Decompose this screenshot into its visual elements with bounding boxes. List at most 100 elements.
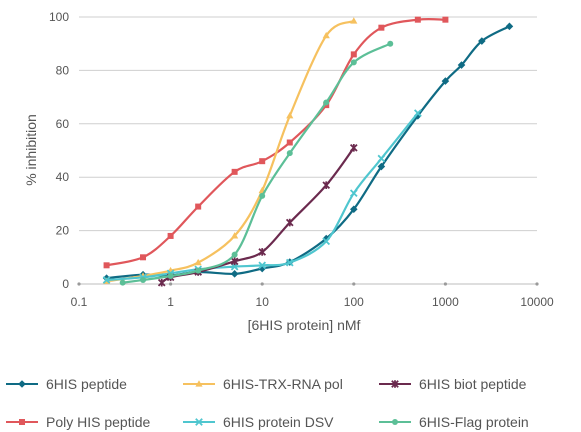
legend-item: 6HIS protein DSV [181, 412, 334, 432]
x-axis-title: [6HIS protein] nMf [248, 317, 361, 333]
legend-marker [195, 380, 203, 387]
x-tick-label: 0.1 [71, 295, 88, 309]
x-tick-mark [169, 282, 173, 286]
data-point [230, 257, 239, 266]
legend-label: 6HIS biot peptide [419, 376, 527, 392]
x-tick-label: 100 [344, 295, 364, 309]
y-tick-label: 0 [62, 277, 69, 291]
x-tick-label: 10 [256, 295, 270, 309]
data-point [103, 262, 110, 269]
data-point [349, 189, 358, 198]
data-point [322, 181, 331, 190]
data-point [258, 264, 266, 273]
data-point [195, 267, 202, 274]
legend-swatch [379, 419, 411, 425]
data-point [377, 162, 386, 171]
y-axis-ticks: 0 20 40 60 80 100 [49, 10, 69, 291]
data-point [350, 205, 358, 214]
data-point [322, 31, 330, 39]
legend-swatch [183, 380, 215, 387]
legend-marker [19, 419, 25, 425]
legend-marker [391, 380, 399, 388]
data-point [322, 237, 331, 246]
legend-item: 6HIS-TRX-RNA pol [181, 374, 343, 394]
data-point [231, 251, 238, 258]
legend-label: 6HIS peptide [46, 376, 127, 392]
data-point [441, 77, 450, 85]
data-point [119, 279, 126, 286]
series-5 [119, 40, 394, 286]
data-point [322, 234, 331, 243]
data-point [140, 254, 147, 261]
data-point [258, 248, 267, 256]
legend-swatch [183, 418, 215, 426]
data-point [285, 258, 294, 267]
y-tick-label: 80 [56, 63, 70, 77]
series-layer [102, 16, 514, 287]
data-point [259, 158, 266, 165]
x-tick-mark [443, 282, 447, 286]
y-tick-label: 60 [56, 117, 70, 131]
legend-item: 6HIS-Flag protein [377, 412, 529, 432]
data-point [377, 154, 386, 163]
legend-marker [392, 419, 398, 425]
x-tick-mark [260, 282, 264, 286]
data-point [157, 278, 166, 287]
data-point [167, 272, 174, 279]
data-point [478, 37, 486, 45]
line-chart: 0.1 1 10 100 1000 10000 0 20 40 60 80 100 [6HIS pr… [23, 10, 554, 333]
y-tick-label: 20 [56, 224, 70, 238]
legend-label: 6HIS-TRX-RNA pol [223, 376, 343, 392]
x-tick-label: 10000 [520, 295, 554, 309]
legend-marker [18, 380, 26, 388]
data-point [442, 16, 449, 23]
data-point [378, 24, 385, 31]
x-tick-mark [535, 282, 539, 286]
legend-swatch [6, 380, 38, 388]
legend-label: 6HIS protein DSV [223, 414, 334, 430]
x-tick-label: 1 [167, 295, 174, 309]
legend-swatch [6, 419, 38, 425]
data-point [285, 218, 294, 227]
data-point [350, 17, 358, 24]
data-point [140, 276, 147, 283]
data-point [286, 139, 293, 146]
data-point [231, 168, 238, 175]
data-point [349, 143, 358, 152]
legend-item: 6HIS peptide [4, 374, 127, 394]
legend: 6HIS peptide 6HIS-TRX-RNA pol 6HIS biot pe… [0, 366, 581, 430]
x-tick-mark [352, 282, 356, 286]
data-point [102, 276, 111, 284]
data-point [387, 40, 394, 47]
data-point [230, 270, 239, 278]
data-point [231, 232, 239, 239]
data-point [350, 51, 357, 58]
legend-marker [195, 418, 203, 426]
data-point [286, 150, 293, 157]
x-tick-mark [77, 282, 81, 286]
data-point [258, 261, 267, 270]
y-tick-label: 40 [56, 170, 70, 184]
data-point [414, 16, 421, 23]
data-point [167, 232, 174, 239]
legend-item: 6HIS biot peptide [377, 374, 526, 394]
x-axis-ticks: 0.1 1 10 100 1000 10000 [71, 282, 554, 309]
data-point [194, 258, 202, 266]
y-axis-title: % inhibition [23, 114, 39, 186]
legend-item: Poly HIS peptide [4, 412, 150, 432]
data-point [259, 192, 266, 199]
data-point [195, 203, 202, 210]
data-point [413, 109, 422, 117]
data-point [286, 111, 294, 119]
data-point [350, 59, 357, 66]
legend-label: 6HIS-Flag protein [419, 414, 529, 430]
series-line [121, 42, 392, 284]
y-tick-label: 100 [49, 10, 69, 24]
legend-swatch [379, 380, 411, 388]
x-tick-label: 1000 [432, 295, 459, 309]
data-point [505, 22, 514, 31]
legend-label: Poly HIS peptide [46, 414, 151, 430]
series-line [105, 19, 355, 283]
data-point [457, 61, 466, 69]
data-point [323, 99, 330, 106]
